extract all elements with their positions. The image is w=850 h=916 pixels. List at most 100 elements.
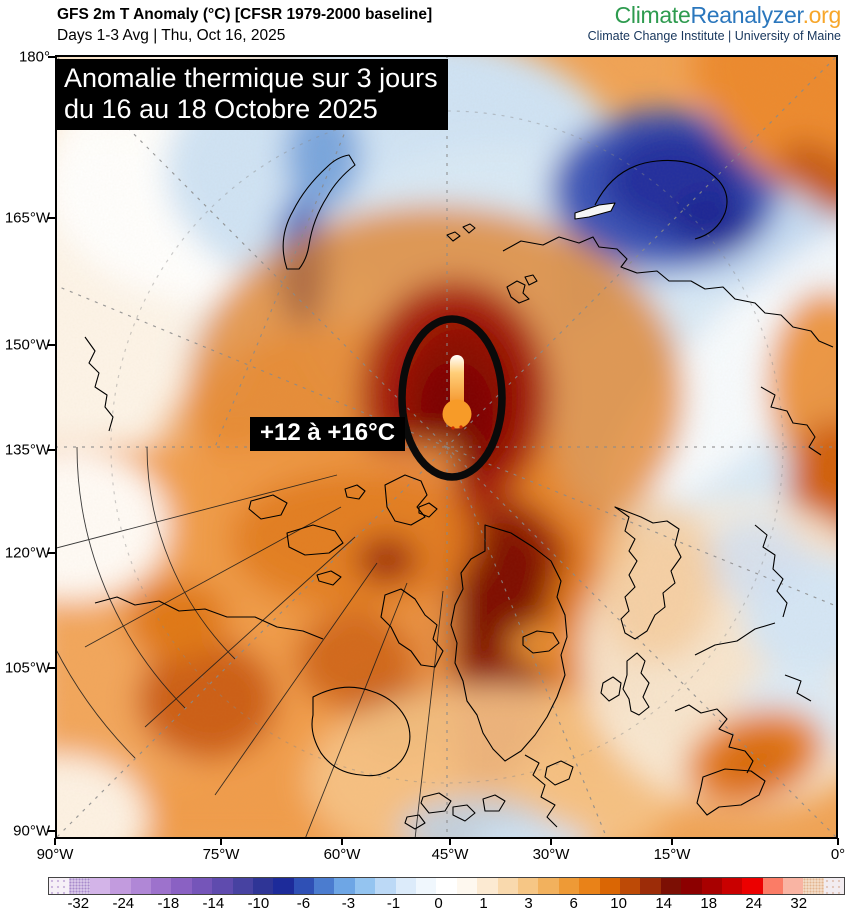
- x-axis-label: 45°W: [431, 846, 469, 863]
- y-axis-label: 150°W: [4, 336, 50, 354]
- colorbar-segment: [191, 878, 213, 894]
- colorbar-tick-label: 10: [610, 895, 627, 912]
- colorbar-tick-label: -24: [112, 895, 135, 912]
- colorbar-segment: [171, 878, 192, 894]
- colorbar-segment: [783, 878, 804, 894]
- colorbar-segment: [212, 878, 233, 894]
- colorbar-segment: [681, 878, 702, 894]
- y-axis-tick: [48, 344, 55, 346]
- anomaly-field: [55, 55, 838, 839]
- colorbar-tick-label: -32: [67, 895, 90, 912]
- colorbar-tick-label: 1: [479, 895, 488, 912]
- colorbar-segment: [334, 878, 355, 894]
- anomaly-callout-label: +12 à +16°C: [250, 417, 406, 451]
- colorbar-tick-label: -14: [202, 895, 225, 912]
- x-axis-tick: [54, 838, 56, 845]
- colorbar-tick-label: 18: [700, 895, 718, 912]
- y-axis-label: 120°W: [4, 544, 50, 562]
- colorbar-segment: [110, 878, 131, 894]
- x-axis-label: 75°W: [202, 846, 240, 863]
- colorbar-tick-label: 24: [745, 895, 763, 912]
- logo-climate: Climate: [614, 2, 691, 28]
- x-axis-tick: [550, 838, 552, 845]
- y-axis-tick: [48, 217, 55, 219]
- x-axis-label: 60°W: [323, 846, 361, 863]
- colorbar: [48, 877, 845, 895]
- colorbar-segment: [762, 878, 784, 894]
- x-axis-tick: [449, 838, 451, 845]
- thermometer-icon: [442, 355, 472, 430]
- highlight-ellipse: [398, 315, 506, 481]
- colorbar-tick-label: 3: [524, 895, 533, 912]
- colorbar-tick-label: 14: [655, 895, 673, 912]
- x-axis-label: 90°W: [36, 846, 74, 863]
- colorbar-segment: [49, 878, 70, 894]
- colorbar-tick-label: -10: [247, 895, 270, 912]
- colorbar-tick-label: -18: [157, 895, 180, 912]
- y-axis-label: 135°W: [4, 441, 50, 459]
- colorbar-segment: [273, 878, 294, 894]
- colorbar-segment: [660, 878, 682, 894]
- colorbar-segment: [232, 878, 253, 894]
- x-axis-tick: [341, 838, 343, 845]
- colorbar-segment: [599, 878, 620, 894]
- colorbar-segment: [538, 878, 559, 894]
- y-axis-label: 165°W: [4, 209, 50, 227]
- coastlines: [84, 154, 834, 830]
- x-axis-tick: [671, 838, 673, 845]
- colorbar-segment: [701, 878, 722, 894]
- colorbar-segment: [823, 878, 845, 894]
- colorbar-segment: [416, 878, 437, 894]
- colorbar-tick-label: -3: [341, 895, 356, 912]
- colorbar-tick-label: 32: [790, 895, 808, 912]
- colorbar-segment: [803, 878, 824, 894]
- overlay-title-line2: du 16 au 18 Octobre 2025: [64, 93, 378, 124]
- y-axis-label: 105°W: [4, 659, 50, 677]
- colorbar-segment: [477, 878, 498, 894]
- colorbar-segment: [395, 878, 417, 894]
- y-axis-label: 180°: [18, 48, 50, 66]
- colorbar-segment: [130, 878, 151, 894]
- site-tagline: Climate Change Institute | University of…: [587, 29, 841, 44]
- x-axis-tick: [837, 838, 839, 845]
- colorbar-tick-label: 0: [434, 895, 443, 912]
- political-boundaries: [55, 446, 444, 839]
- y-axis-tick: [48, 449, 55, 451]
- overlay-annotation-title: Anomalie thermique sur 3 jours du 16 au …: [56, 59, 448, 130]
- map-frame: [55, 55, 838, 839]
- colorbar-segment: [497, 878, 518, 894]
- y-axis-tick: [48, 552, 55, 554]
- x-axis-label: 0°: [830, 846, 846, 863]
- colorbar-segment: [354, 878, 376, 894]
- y-axis-tick: [48, 667, 55, 669]
- colorbar-segment: [517, 878, 539, 894]
- y-axis-label: 90°W: [13, 822, 50, 840]
- colorbar-segment: [252, 878, 274, 894]
- colorbar-segment: [456, 878, 478, 894]
- anomaly-map: Anomalie thermique sur 3 jours du 16 au …: [55, 55, 838, 839]
- x-axis-label: 15°W: [653, 846, 691, 863]
- colorbar-tick-label: 6: [569, 895, 578, 912]
- map-title: GFS 2m T Anomaly (°C) [CFSR 1979-2000 ba…: [57, 6, 433, 23]
- colorbar-segment: [742, 878, 763, 894]
- logo-reanalyzer: Reanalyzer: [690, 2, 803, 28]
- overlay-title-line1: Anomalie thermique sur 3 jours: [64, 63, 438, 93]
- anomaly-map-canvas: [55, 55, 838, 839]
- x-axis-label: 30°W: [532, 846, 570, 863]
- site-logo-wordmark[interactable]: ClimateReanalyzer.org: [588, 2, 842, 28]
- colorbar-segment: [640, 878, 661, 894]
- colorbar-segment: [89, 878, 111, 894]
- colorbar-segment: [436, 878, 457, 894]
- y-axis-tick: [48, 56, 55, 58]
- x-axis-tick: [220, 838, 222, 845]
- colorbar-segment: [69, 878, 90, 894]
- site-logo[interactable]: ClimateReanalyzer.org Climate Change Ins…: [587, 2, 842, 44]
- colorbar-tick-label: -1: [386, 895, 401, 912]
- colorbar-segment: [558, 878, 580, 894]
- colorbar-segment: [293, 878, 315, 894]
- colorbar-segment: [314, 878, 335, 894]
- map-subtitle: Days 1-3 Avg | Thu, Oct 16, 2025: [57, 27, 286, 44]
- colorbar-tick-label: -6: [296, 895, 311, 912]
- colorbar-segment: [619, 878, 641, 894]
